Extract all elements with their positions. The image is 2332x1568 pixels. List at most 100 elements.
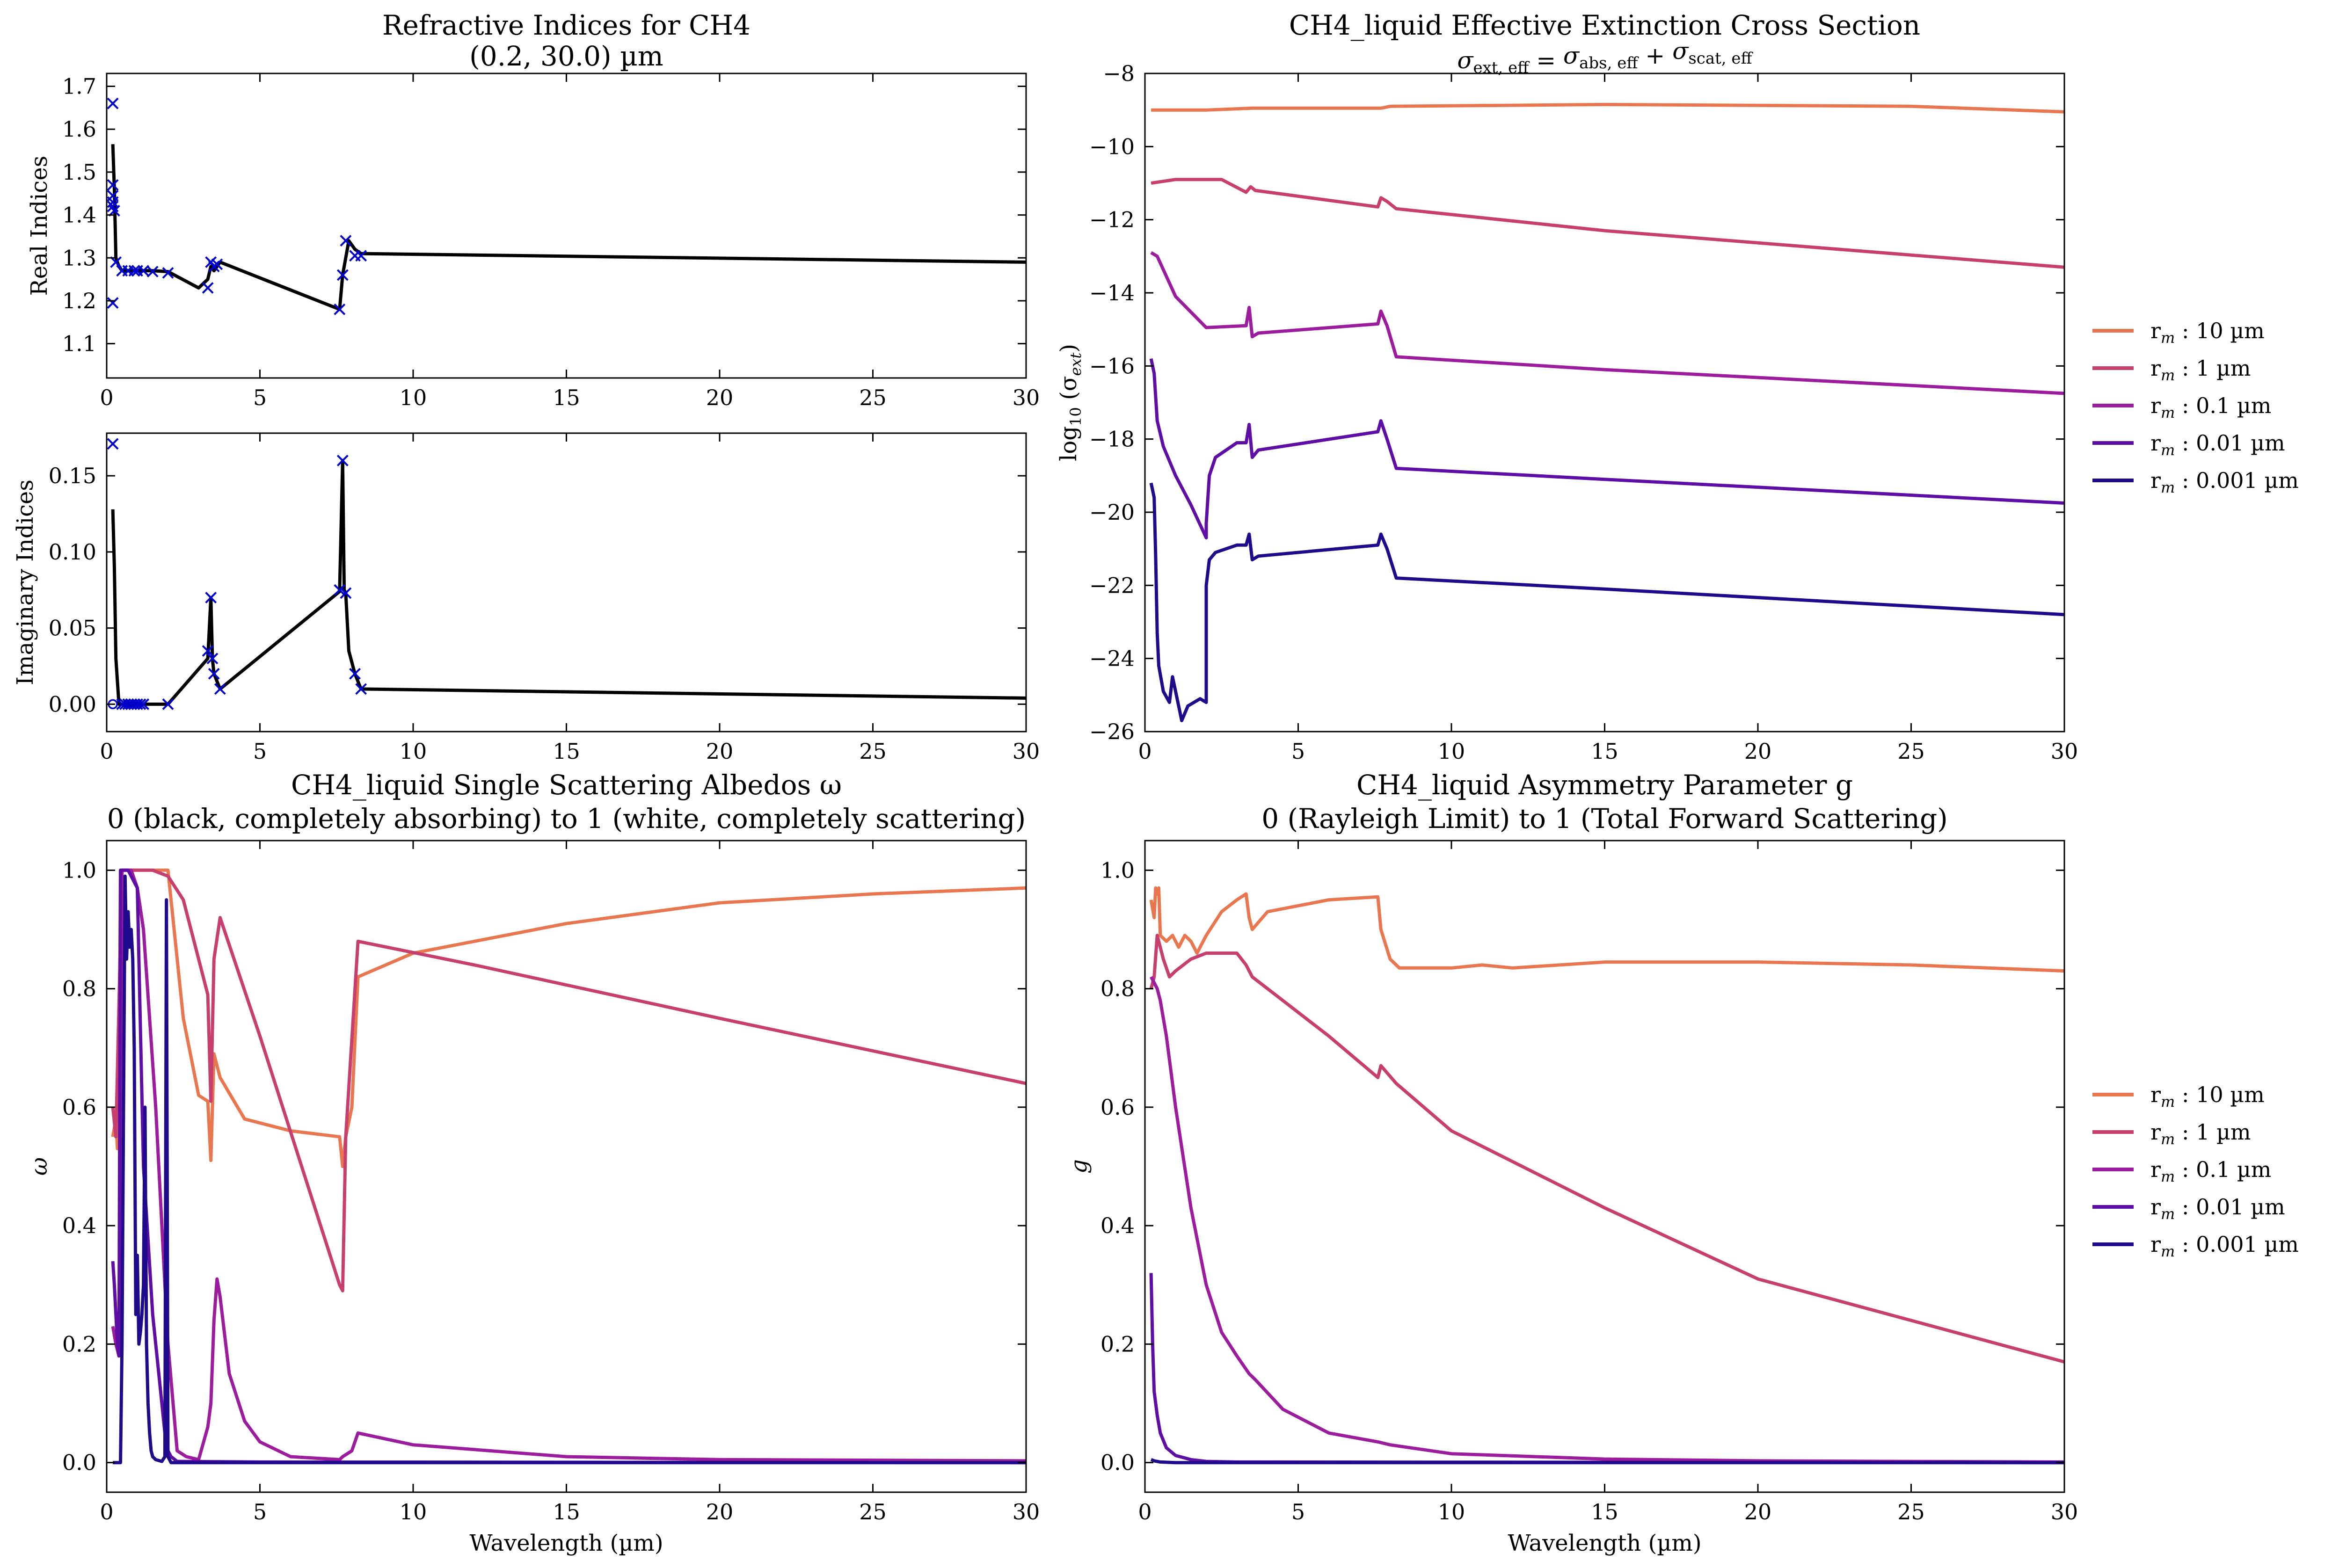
y-tick-label: 0.15 (49, 463, 96, 488)
x-tick-label: 20 (1744, 739, 1772, 764)
legend-label-prefix: r (2150, 468, 2161, 493)
series-line-2 (1149, 976, 2064, 1464)
legend-label: rm : 0.001 µm (2150, 1232, 2299, 1260)
plot-area (1149, 886, 2064, 1465)
y-tick-label: −10 (1089, 134, 1135, 159)
x-tick-label: 5 (1291, 1499, 1305, 1524)
series-line-0 (111, 144, 1026, 311)
plot-area (107, 438, 1026, 710)
data-marker (107, 438, 119, 450)
series-line-3 (1149, 1273, 2064, 1465)
data-marker (336, 269, 349, 281)
y-tick-label: −14 (1089, 280, 1135, 305)
x-tick-label: 10 (400, 1499, 427, 1524)
legend-label-subscript: m (2161, 441, 2175, 459)
y-tick-label: 0.2 (62, 1331, 96, 1357)
y-tick-label: 0.4 (1100, 1213, 1135, 1238)
data-marker (162, 698, 174, 710)
legend-label: rm : 1 µm (2150, 356, 2251, 384)
series-line-0 (111, 459, 1026, 706)
x-tick-label: 0 (100, 1499, 113, 1524)
label-part: ) (1056, 344, 1082, 353)
data-marker (205, 592, 217, 603)
asymmetry-parameter-panel: 0 5 10 15 20 25 30 0.0 0.2 0.4 0.6 0.8 1.0 CH4_liquid… (1066, 769, 2299, 1556)
legend-label-prefix: r (2150, 1194, 2161, 1220)
data-marker (340, 235, 352, 247)
y-tick-label: 1.5 (62, 160, 96, 185)
x-tick-label: 5 (253, 385, 267, 410)
x-tick-label: 15 (553, 1499, 580, 1524)
legend-label-prefix: r (2150, 356, 2161, 381)
series-line-0 (1149, 886, 2064, 973)
y-tick-label: 0.05 (49, 616, 96, 641)
series-line-2 (111, 868, 1026, 1463)
y-tick-label: −26 (1089, 719, 1135, 744)
series-line-1 (111, 868, 1026, 1292)
y-tick-label: 1.3 (62, 245, 96, 270)
chart-title: CH4_liquid Asymmetry Parameter g (1356, 769, 1853, 801)
label-part: log (1056, 426, 1082, 461)
chart-subtitle: 0 (black, completely absorbing) to 1 (wh… (107, 803, 1026, 835)
data-marker (108, 204, 120, 217)
y-axis-label: Real Indices (26, 156, 52, 296)
x-tick-label: 15 (1591, 739, 1618, 764)
data-marker (138, 265, 150, 277)
axes-frame (1144, 73, 2065, 733)
subscript: 10 (1067, 407, 1085, 426)
y-tick-label: −24 (1089, 646, 1135, 671)
x-tick-label: 30 (2051, 1499, 2078, 1524)
data-marker (146, 266, 159, 278)
x-tick-label: 15 (553, 739, 580, 764)
y-tick-label: −20 (1089, 500, 1135, 525)
real-indices-panel: 0 5 10 15 20 25 30 1.1 1.2 1.3 1.4 1.5 1.6 1.7 Refract… (26, 9, 1040, 410)
axes-frame (106, 840, 1027, 1493)
x-axis-label: Wavelength (µm) (1508, 1530, 1701, 1556)
y-tick-label: 0.00 (49, 691, 96, 717)
x-tick-label: 10 (400, 385, 427, 410)
legend-label-suffix: : 1 µm (2175, 356, 2251, 381)
series-line-0 (111, 868, 1026, 1168)
y-tick-label: 0.2 (1100, 1331, 1135, 1357)
data-marker (202, 282, 214, 294)
x-tick-label: 25 (859, 1499, 887, 1524)
series-line-4 (1150, 1458, 2064, 1465)
legend-label-prefix: r (2150, 1082, 2161, 1107)
y-tick-label: 1.1 (62, 331, 96, 356)
x-tick-label: 20 (706, 739, 734, 764)
y-tick-label: 0.6 (1100, 1095, 1135, 1120)
legend-label-subscript: m (2161, 404, 2175, 421)
series-line-1 (1149, 934, 2064, 1364)
series-line-4 (113, 874, 1026, 1465)
data-marker (355, 683, 367, 695)
legend-label-prefix: r (2150, 393, 2161, 418)
x-tick-label: 0 (100, 385, 113, 410)
x-tick-label: 0 (1138, 1499, 1151, 1524)
x-tick-label: 25 (859, 385, 887, 410)
legend-label-prefix: r (2150, 430, 2161, 456)
legend-label-suffix: : 10 µm (2175, 1082, 2264, 1107)
legend-label: rm : 1 µm (2150, 1119, 2251, 1148)
x-tick-label: 20 (706, 385, 734, 410)
subscript: abs, eff (1579, 54, 1639, 73)
x-tick-label: 5 (253, 739, 267, 764)
y-tick-label: −16 (1089, 353, 1135, 378)
legend-label: rm : 0.1 µm (2150, 393, 2271, 421)
legend-label: rm : 10 µm (2150, 1082, 2265, 1111)
data-marker (107, 97, 119, 109)
single-scattering-albedo-panel: 0 5 10 15 20 25 30 0.0 0.2 0.4 0.6 0.8 1.0 CH4_liquid… (26, 769, 1040, 1556)
data-marker (340, 587, 352, 599)
legend-label-suffix: : 0.1 µm (2175, 393, 2271, 418)
x-tick-label: 20 (1744, 1499, 1772, 1524)
y-tick-label: −8 (1103, 61, 1135, 86)
plot-area (1149, 102, 2064, 722)
legend-label-prefix: r (2150, 1119, 2161, 1145)
subscript: ext (1067, 353, 1085, 376)
data-marker (206, 653, 219, 665)
x-tick-label: 15 (1591, 1499, 1618, 1524)
data-marker (202, 645, 214, 657)
series-line-3 (1149, 358, 2064, 540)
y-tick-label: 1.0 (1100, 857, 1135, 883)
data-marker (208, 668, 220, 680)
